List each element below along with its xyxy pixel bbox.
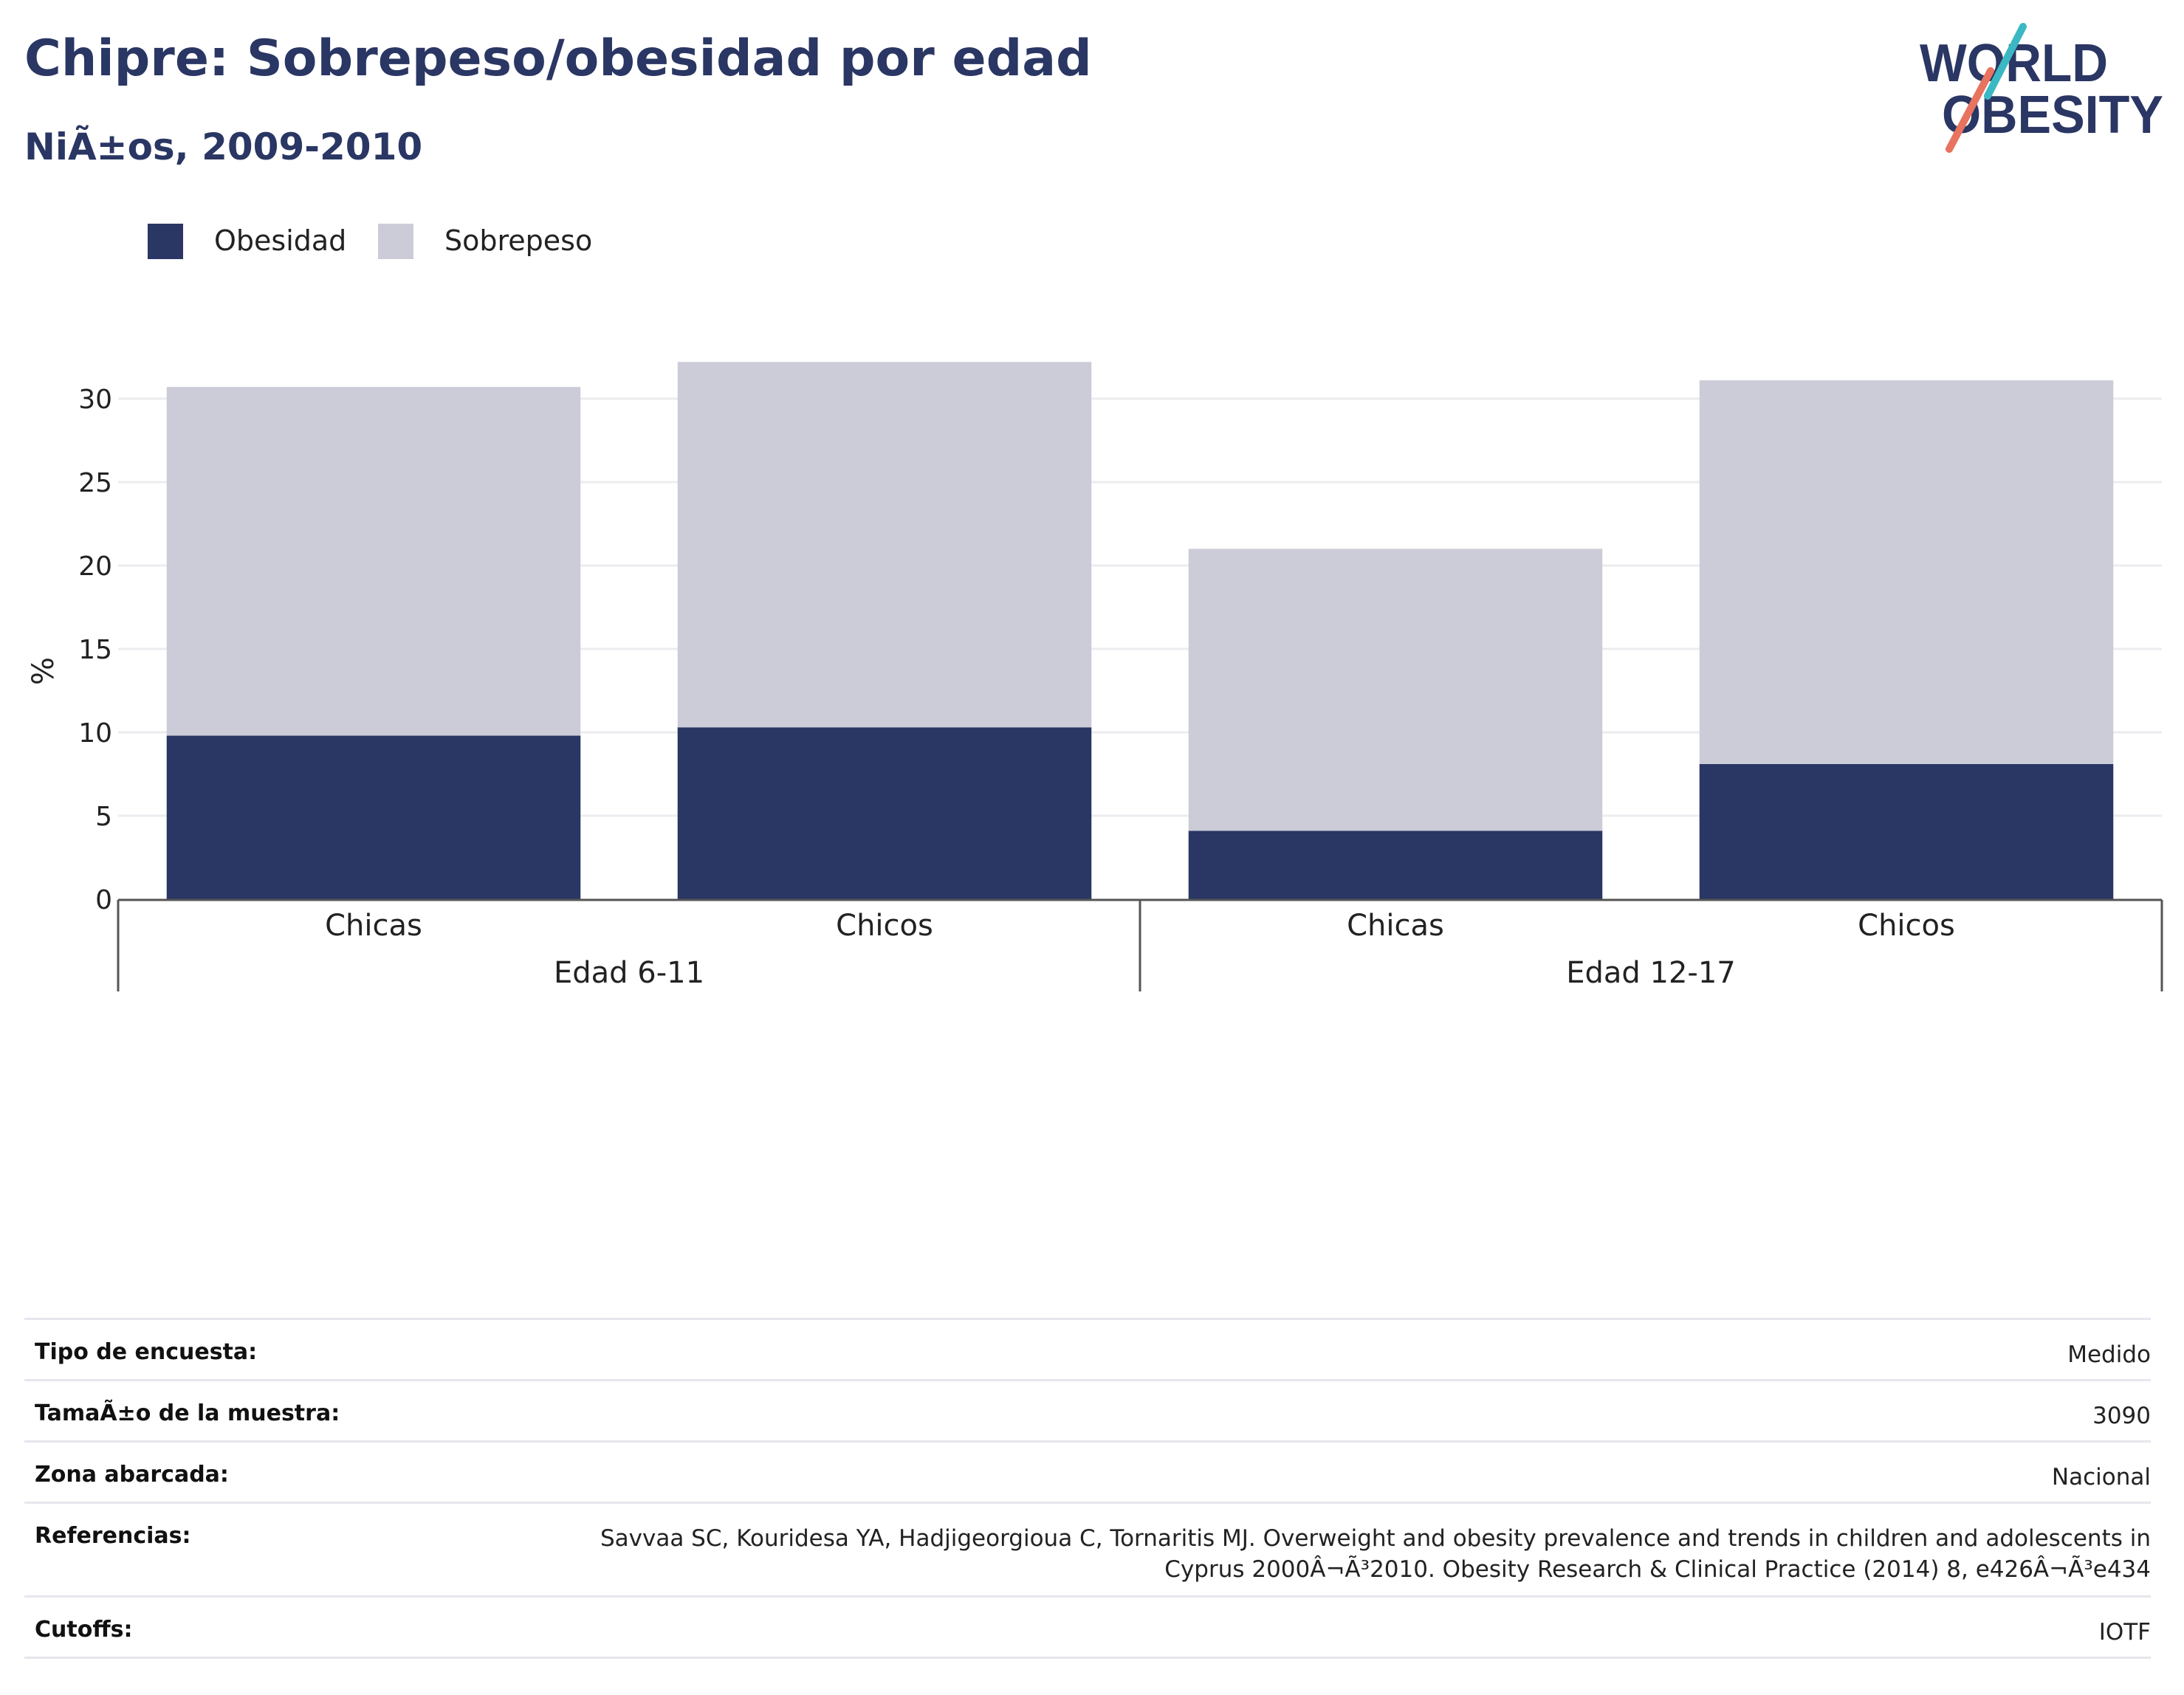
logo-slash-coral xyxy=(1946,67,1994,153)
page-subtitle: NiÃ±os, 2009-2010 xyxy=(24,126,423,168)
meta-value: Savvaa SC, Kouridesa YA, Hadjigeorgioua … xyxy=(600,1525,2151,1583)
x-group-label: Edad 6-11 xyxy=(554,956,704,990)
y-tick-label: 0 xyxy=(95,885,112,915)
bar-overweight xyxy=(677,362,1092,728)
bar-overweight xyxy=(1699,380,2114,764)
meta-value: Nacional xyxy=(2051,1464,2151,1491)
y-tick-label: 15 xyxy=(78,635,112,665)
legend-label-overweight: Sobrepeso xyxy=(444,224,593,257)
y-tick-label: 10 xyxy=(78,718,112,749)
x-group-label: Edad 12-17 xyxy=(1566,956,1736,990)
meta-label: Cutoffs: xyxy=(35,1617,133,1643)
legend-swatch-obesity xyxy=(148,224,183,259)
meta-value: Medido xyxy=(2067,1341,2151,1368)
y-tick-label: 5 xyxy=(95,802,112,832)
meta-row-cutoffs: Cutoffs: IOTF xyxy=(24,1595,2151,1659)
meta-row-area: Zona abarcada: Nacional xyxy=(24,1440,2151,1502)
y-axis-label: % xyxy=(27,657,61,685)
logo-slash-teal xyxy=(1984,23,2027,100)
bar-overweight xyxy=(166,387,581,736)
bar-obesity xyxy=(677,727,1092,899)
y-tick-label: 20 xyxy=(78,551,112,582)
page-title: Chipre: Sobrepeso/obesidad por edad xyxy=(24,30,1092,88)
y-tick-label: 30 xyxy=(78,385,112,415)
bar-obesity xyxy=(166,735,581,899)
y-tick-label: 25 xyxy=(78,468,112,498)
meta-label: Zona abarcada: xyxy=(35,1462,229,1488)
meta-row-references: Referencias: Savvaa SC, Kouridesa YA, Ha… xyxy=(24,1502,2151,1595)
bar-obesity xyxy=(1188,831,1603,899)
bar-obesity xyxy=(1699,763,2114,899)
meta-label: TamaÃ±o de la muestra: xyxy=(35,1400,340,1426)
x-category-label: Chicos xyxy=(836,909,933,943)
meta-value: IOTF xyxy=(2098,1619,2151,1646)
survey-info-table: Tipo de encuesta: Medido TamaÃ±o de la m… xyxy=(24,1318,2151,1659)
meta-label: Referencias: xyxy=(35,1523,191,1549)
legend-label-obesity: Obesidad xyxy=(214,224,347,257)
legend-swatch-overweight xyxy=(378,224,413,259)
meta-value: 3090 xyxy=(2092,1403,2151,1429)
meta-row-sample-size: TamaÃ±o de la muestra: 3090 xyxy=(24,1379,2151,1440)
meta-row-survey-type: Tipo de encuesta: Medido xyxy=(24,1318,2151,1379)
stacked-bar-chart: 0 5 10 15 20 25 30% Chicas Chicos Chicas Chicos Eda… xyxy=(27,362,2163,991)
world-obesity-logo: WORLD OBESITY xyxy=(1920,23,2163,153)
bar-overweight xyxy=(1188,549,1603,831)
x-category-label: Chicos xyxy=(1858,909,1955,943)
meta-label: Tipo de encuesta: xyxy=(35,1339,258,1365)
x-category-label: Chicas xyxy=(325,909,422,943)
x-category-label: Chicas xyxy=(1347,909,1444,943)
